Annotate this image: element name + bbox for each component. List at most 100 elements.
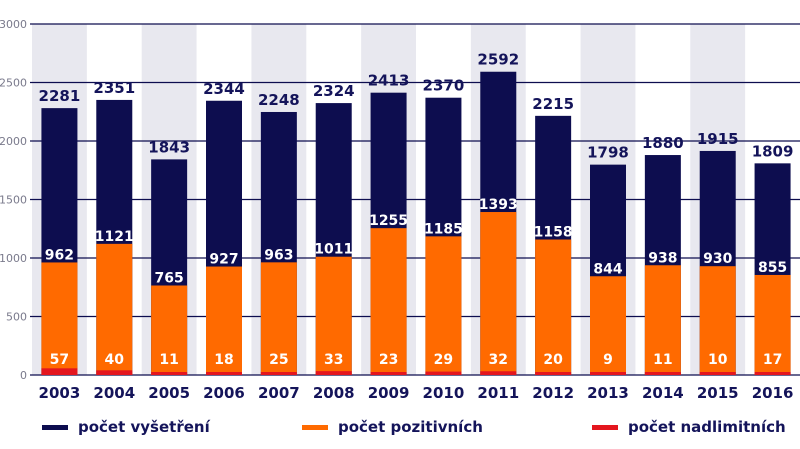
data-label-nadlimitnich: 57: [50, 352, 69, 368]
bar-pozitivnich: [41, 262, 78, 375]
data-label-vysetreni: 2413: [368, 72, 410, 90]
x-tick-label: 2004: [93, 384, 135, 402]
data-label-vysetreni: 1915: [697, 130, 739, 148]
data-label-pozitivnich: 765: [155, 270, 184, 286]
legend-item-nadlimitnich: počet nadlimitních: [592, 418, 786, 436]
data-label-pozitivnich: 962: [45, 247, 74, 263]
bar-pozitivnich: [644, 265, 681, 375]
legend-label: počet pozitivních: [338, 418, 483, 436]
x-axis: 2003 2004 2005 2006 2007 2008 2009 2010 2011 2012…: [39, 384, 794, 402]
data-label-vysetreni: 1880: [642, 134, 684, 152]
data-label-pozitivnich: 855: [758, 260, 787, 276]
data-label-vysetreni: 2344: [203, 80, 245, 98]
data-label-nadlimitnich: 10: [708, 352, 728, 368]
data-label-vysetreni: 2248: [258, 91, 300, 109]
data-label-nadlimitnich: 23: [379, 352, 398, 368]
data-label-pozitivnich: 963: [264, 247, 293, 263]
y-axis: 0 500 1000 1500 2000 2500 3000: [0, 18, 27, 382]
x-tick-label: 2009: [368, 384, 410, 402]
data-label-nadlimitnich: 20: [543, 352, 563, 368]
data-label-nadlimitnich: 25: [269, 352, 288, 368]
legend-swatch: [302, 424, 328, 430]
y-tick-label: 3000: [0, 18, 27, 31]
data-labels: 2281 962 57 2351 1121 40 1843 765 11 2344 927 18 224…: [39, 51, 794, 368]
data-label-vysetreni: 2370: [423, 77, 465, 95]
data-label-nadlimitnich: 33: [324, 352, 343, 368]
data-label-pozitivnich: 1011: [314, 242, 353, 258]
data-label-nadlimitnich: 32: [489, 352, 508, 368]
data-label-vysetreni: 2592: [477, 51, 519, 69]
data-label-vysetreni: 2351: [93, 79, 135, 97]
bar-pozitivnich: [590, 276, 626, 375]
data-label-pozitivnich: 938: [648, 250, 677, 266]
x-tick-label: 2003: [39, 384, 81, 402]
bar-pozitivnich: [754, 274, 791, 375]
data-label-nadlimitnich: 40: [105, 352, 125, 368]
bar-pozitivnich: [370, 228, 407, 375]
bar-nadlimitnich: [535, 372, 572, 375]
bar-nadlimitnich: [96, 370, 133, 375]
data-label-pozitivnich: 1185: [424, 221, 463, 237]
x-tick-label: 2011: [477, 384, 519, 402]
data-label-vysetreni: 1809: [752, 142, 794, 160]
x-tick-label: 2016: [752, 384, 794, 402]
data-label-nadlimitnich: 9: [603, 352, 613, 368]
x-tick-label: 2012: [532, 384, 574, 402]
data-label-nadlimitnich: 18: [214, 352, 233, 368]
data-label-pozitivnich: 930: [703, 251, 732, 267]
bar-nadlimitnich: [315, 371, 352, 375]
data-label-vysetreni: 1843: [148, 138, 190, 156]
bar-pozitivnich: [260, 262, 297, 375]
data-label-nadlimitnich: 17: [763, 352, 782, 368]
data-label-vysetreni: 2324: [313, 82, 355, 100]
data-label-vysetreni: 2281: [39, 87, 81, 105]
data-label-pozitivnich: 1255: [369, 213, 408, 229]
x-tick-label: 2010: [423, 384, 465, 402]
x-tick-label: 2007: [258, 384, 300, 402]
bar-nadlimitnich: [644, 372, 681, 375]
bar-nadlimitnich: [425, 371, 462, 375]
bar-pozitivnich: [151, 285, 188, 375]
bar-nadlimitnich: [260, 372, 297, 375]
bar-pozitivnich: [699, 266, 736, 375]
data-label-nadlimitnich: 11: [653, 352, 672, 368]
bar-nadlimitnich: [480, 371, 517, 375]
bar-nadlimitnich: [590, 372, 626, 375]
bar-nadlimitnich: [754, 372, 791, 375]
x-tick-label: 2005: [148, 384, 190, 402]
bar-nadlimitnich: [151, 372, 188, 375]
x-tick-label: 2013: [587, 384, 629, 402]
data-label-nadlimitnich: 29: [434, 352, 453, 368]
data-label-pozitivnich: 844: [593, 261, 622, 277]
y-tick-label: 500: [6, 311, 27, 324]
y-tick-label: 2500: [0, 77, 27, 90]
bar-pozitivnich: [96, 243, 133, 375]
legend-item-vysetreni: počet vyšetření: [42, 418, 210, 436]
bar-nadlimitnich: [206, 372, 242, 375]
y-tick-label: 1500: [0, 194, 27, 207]
legend-item-pozitivnich: počet pozitivních: [302, 418, 483, 436]
data-label-pozitivnich: 1158: [534, 225, 573, 241]
x-tick-label: 2014: [642, 384, 684, 402]
x-tick-label: 2015: [697, 384, 739, 402]
bar-pozitivnich: [315, 256, 352, 375]
bar-nadlimitnich: [41, 368, 78, 375]
y-tick-label: 1000: [0, 252, 27, 265]
y-tick-label: 2000: [0, 135, 27, 148]
data-label-vysetreni: 2215: [532, 95, 574, 113]
data-label-pozitivnich: 1121: [95, 229, 134, 245]
legend-swatch: [592, 424, 618, 430]
bar-pozitivnich: [535, 239, 572, 375]
bar-pozitivnich: [480, 212, 517, 375]
data-label-pozitivnich: 1393: [479, 197, 518, 213]
legend-label: počet vyšetření: [78, 418, 210, 436]
x-tick-label: 2008: [313, 384, 355, 402]
x-tick-label: 2006: [203, 384, 245, 402]
legend-label: počet nadlimitních: [628, 418, 786, 436]
y-tick-label: 0: [20, 369, 27, 382]
bar-nadlimitnich: [699, 372, 736, 375]
bar-nadlimitnich: [370, 372, 407, 375]
bar-pozitivnich: [425, 236, 462, 375]
data-label-vysetreni: 1798: [587, 144, 629, 162]
